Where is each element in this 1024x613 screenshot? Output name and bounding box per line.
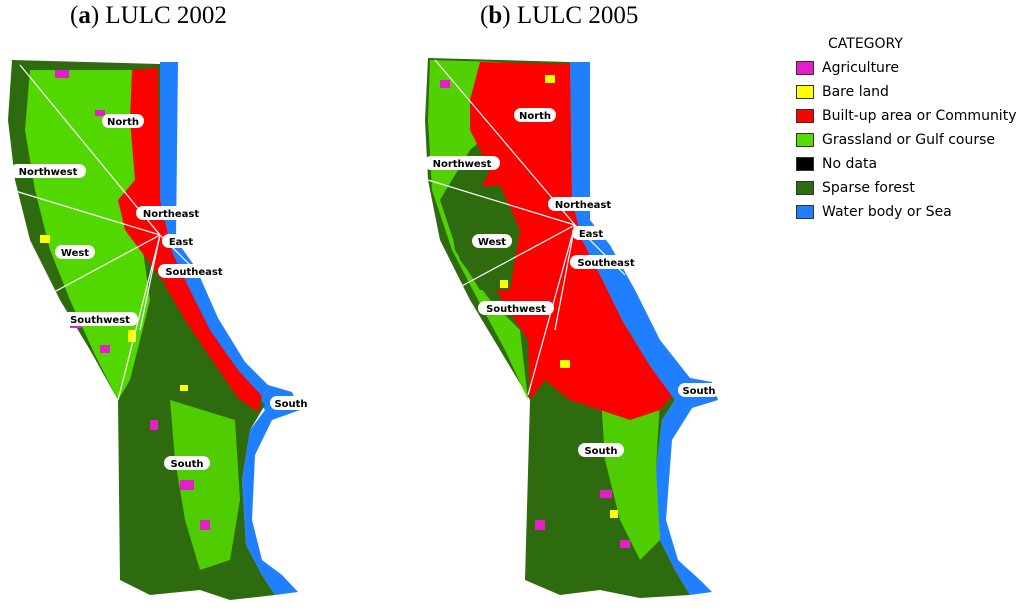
panel-a-title-text: LULC 2002 [105,2,227,29]
region-label-east: East [579,229,604,240]
legend-swatch [796,61,814,75]
panel-a-title: (a) LULC 2002 [70,2,227,29]
agri-patch [180,480,194,490]
panel-b-letter: b [488,2,503,29]
legend-item-bare-land: Bare land [796,80,1016,104]
map-a-region-labels: North Northwest Northeast East West Sout… [10,114,312,470]
agri-patch [150,420,158,430]
legend-item-agriculture: Agriculture [796,56,1016,80]
legend-label: Bare land [822,84,889,100]
region-label-south-coast: South [682,386,715,397]
legend-swatch [796,181,814,195]
region-label-southwest: Southwest [486,304,546,315]
bare-patch [545,75,555,83]
bare-patch [560,360,570,368]
map-a-grass-south [170,400,240,570]
legend: CATEGORY Agriculture Bare land Built-up … [796,36,1016,224]
region-label-north: North [519,111,551,122]
legend-item-sparse-forest: Sparse forest [796,176,1016,200]
agri-patch [600,490,612,498]
legend-item-no-data: No data [796,152,1016,176]
region-label-northeast: Northeast [143,209,200,220]
map-a-built [118,68,262,412]
bare-patch [128,330,136,342]
map-a: North Northwest Northeast East West Sout… [8,60,312,600]
legend-label: Grassland or Gulf course [822,132,996,148]
agri-patch [535,520,545,530]
legend-label: Water body or Sea [822,204,952,220]
legend-item-grassland: Grassland or Gulf course [796,128,1016,152]
bare-patch [500,280,508,288]
agri-patch [620,540,630,548]
map-a-sea [160,62,300,595]
legend-label: Built-up area or Community [822,108,1017,124]
map-b-sea [570,62,718,595]
legend-label: No data [822,156,878,172]
panel-a-letter: a [78,2,91,29]
region-label-south-coast: South [274,399,307,410]
map-b-region-labels: North Northwest Northeast East West Sout… [424,108,720,457]
region-label-southeast: Southeast [165,267,223,278]
map-b-bare [500,75,618,518]
agri-patch [200,520,210,530]
bare-patch [610,510,618,518]
legend-swatch [796,85,814,99]
map-b-grass-south [600,380,660,560]
region-label-southeast: Southeast [577,258,635,269]
legend-swatch [796,109,814,123]
map-b-agri [440,80,630,548]
legend-label: Agriculture [822,60,899,76]
map-a-bare [40,235,188,391]
region-label-northeast: Northeast [555,200,612,211]
region-label-west: West [61,248,89,259]
region-label-west: West [478,237,506,248]
region-label-east: East [169,237,194,248]
bare-patch [180,385,188,391]
legend-label: Sparse forest [822,180,915,196]
region-label-south-inland: South [170,459,203,470]
region-label-south-inland: South [584,446,617,457]
map-b: North Northwest Northeast East West Sout… [424,58,720,598]
legend-item-water: Water body or Sea [796,200,1016,224]
panel-b-title-text: LULC 2005 [516,2,639,29]
legend-swatch [796,205,814,219]
region-label-northwest: Northwest [433,159,492,170]
bare-patch [40,235,50,243]
region-label-north: North [107,117,139,128]
agri-patch [100,345,110,353]
legend-title: CATEGORY [828,36,903,52]
legend-item-built-up: Built-up area or Community [796,104,1016,128]
agri-patch [440,80,450,88]
panel-b-title: (b) LULC 2005 [480,2,639,29]
region-label-northwest: Northwest [19,167,78,178]
agri-patch [95,110,105,116]
agri-patch [55,70,69,78]
region-label-southwest: Southwest [70,315,130,326]
legend-swatch [796,157,814,171]
legend-swatch [796,133,814,147]
